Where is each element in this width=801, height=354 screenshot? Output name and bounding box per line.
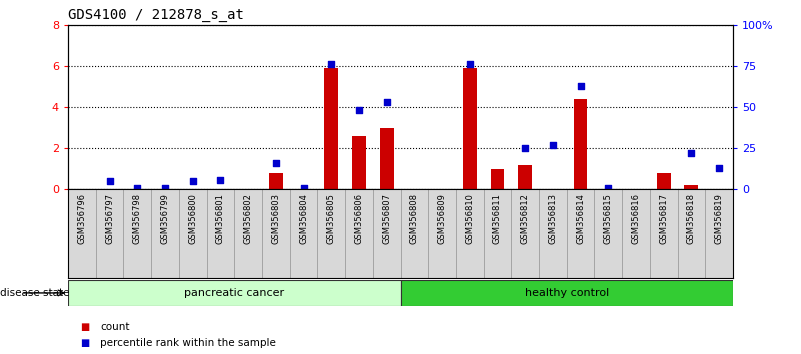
Bar — [574, 99, 587, 189]
Bar — [96, 189, 123, 278]
Text: ■: ■ — [80, 338, 90, 348]
Bar — [345, 189, 372, 278]
Bar — [684, 185, 698, 189]
Point — [546, 142, 559, 148]
Bar — [705, 189, 733, 278]
Text: GSM356818: GSM356818 — [687, 193, 696, 244]
Bar — [179, 189, 207, 278]
Point — [519, 145, 532, 151]
Bar — [290, 189, 317, 278]
Text: GSM356814: GSM356814 — [576, 193, 585, 244]
Bar — [235, 189, 262, 278]
Point — [269, 160, 282, 166]
Bar — [463, 68, 477, 189]
Text: GSM356797: GSM356797 — [105, 193, 114, 244]
Point — [380, 99, 393, 105]
Text: disease state: disease state — [0, 288, 70, 298]
Bar — [151, 189, 179, 278]
Bar — [622, 189, 650, 278]
Point — [713, 165, 726, 171]
Text: GSM356799: GSM356799 — [160, 193, 170, 244]
Point — [159, 185, 171, 190]
Text: GSM356809: GSM356809 — [437, 193, 446, 244]
Bar — [372, 189, 400, 278]
Bar — [380, 128, 393, 189]
Bar — [657, 173, 670, 189]
Point — [685, 150, 698, 156]
Point — [131, 185, 143, 190]
Text: GSM356806: GSM356806 — [355, 193, 364, 244]
Point — [574, 83, 587, 88]
Text: ■: ■ — [80, 322, 90, 332]
Text: percentile rank within the sample: percentile rank within the sample — [100, 338, 276, 348]
Text: GSM356817: GSM356817 — [659, 193, 668, 244]
Bar — [539, 189, 567, 278]
Bar — [400, 189, 429, 278]
Bar — [511, 189, 539, 278]
Text: GSM356812: GSM356812 — [521, 193, 529, 244]
Text: GSM356804: GSM356804 — [299, 193, 308, 244]
Point — [602, 185, 614, 190]
Text: count: count — [100, 322, 130, 332]
Bar — [456, 189, 484, 278]
Text: GSM356810: GSM356810 — [465, 193, 474, 244]
Point — [297, 185, 310, 190]
Bar — [324, 68, 338, 189]
Text: GSM356803: GSM356803 — [272, 193, 280, 244]
Text: GSM356801: GSM356801 — [216, 193, 225, 244]
Bar — [490, 169, 505, 189]
Text: GSM356802: GSM356802 — [244, 193, 252, 244]
Text: healthy control: healthy control — [525, 288, 609, 298]
Bar — [567, 189, 594, 278]
Bar — [400, 280, 733, 306]
Point — [325, 62, 338, 67]
Text: GSM356811: GSM356811 — [493, 193, 502, 244]
Bar — [484, 189, 511, 278]
Bar — [68, 189, 96, 278]
Point — [463, 62, 476, 67]
Text: pancreatic cancer: pancreatic cancer — [184, 288, 284, 298]
Text: GSM356815: GSM356815 — [604, 193, 613, 244]
Bar — [650, 189, 678, 278]
Bar — [594, 189, 622, 278]
Text: GSM356816: GSM356816 — [631, 193, 641, 244]
Point — [103, 178, 116, 184]
Text: GSM356805: GSM356805 — [327, 193, 336, 244]
Text: GDS4100 / 212878_s_at: GDS4100 / 212878_s_at — [68, 8, 244, 22]
Text: GSM356808: GSM356808 — [410, 193, 419, 244]
Bar — [352, 136, 366, 189]
Point — [214, 177, 227, 182]
Point — [187, 178, 199, 184]
Bar — [207, 189, 235, 278]
Bar — [678, 189, 705, 278]
Bar — [123, 189, 151, 278]
Text: GSM356819: GSM356819 — [714, 193, 723, 244]
Bar — [429, 189, 456, 278]
Text: GSM356796: GSM356796 — [78, 193, 87, 244]
Text: GSM356800: GSM356800 — [188, 193, 197, 244]
Bar — [518, 165, 532, 189]
Text: GSM356798: GSM356798 — [133, 193, 142, 244]
Bar — [269, 173, 283, 189]
Text: GSM356807: GSM356807 — [382, 193, 391, 244]
Text: GSM356813: GSM356813 — [549, 193, 557, 244]
Point — [352, 108, 365, 113]
Bar — [68, 280, 400, 306]
Bar — [262, 189, 290, 278]
Bar — [317, 189, 345, 278]
